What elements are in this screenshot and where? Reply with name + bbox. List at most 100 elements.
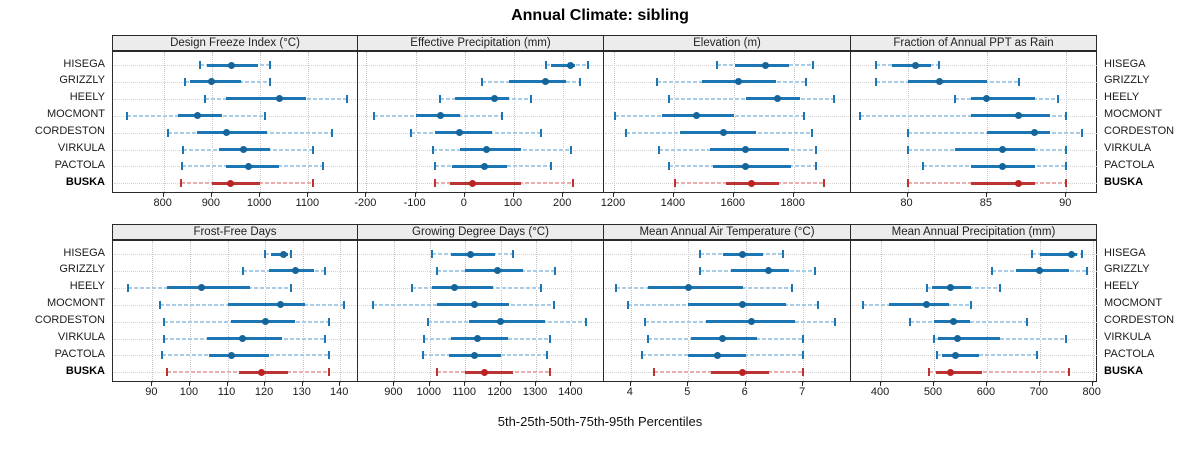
- axis-tick: [226, 382, 228, 386]
- whisker-cap-low: [421, 351, 424, 360]
- median-dot: [497, 318, 505, 326]
- axis-tick-label: -100: [403, 197, 426, 209]
- gridline: [745, 241, 747, 383]
- median-dot: [922, 301, 930, 309]
- gridline: [688, 241, 690, 383]
- whisker-cap-low: [641, 351, 644, 360]
- station-label-right-cordeston: CORDESTON: [1104, 314, 1175, 327]
- whisker-cap-low: [372, 111, 375, 120]
- whisker-cap-high: [804, 77, 807, 86]
- whisker-range: [934, 337, 1067, 340]
- median-dot: [244, 162, 252, 170]
- whisker-cap-low: [241, 266, 244, 275]
- whisker-cap-high: [833, 317, 836, 326]
- axis-tick: [463, 193, 465, 197]
- whisker-cap-low: [954, 94, 957, 103]
- axis-tick: [1065, 193, 1067, 197]
- row-guide-line: [114, 254, 358, 255]
- median-dot: [1036, 267, 1044, 275]
- axis-tick-label: 100: [503, 197, 523, 209]
- median-dot: [275, 95, 283, 103]
- axis-tick: [188, 382, 190, 386]
- iqr-bar: [459, 148, 522, 151]
- iqr-bar: [986, 131, 1051, 135]
- axis-tick: [562, 193, 564, 197]
- iqr-bar: [268, 269, 314, 273]
- caption: 5th-25th-50th-75th-95th Percentiles: [497, 414, 703, 429]
- whisker-cap-low: [481, 77, 483, 86]
- gridline: [500, 241, 502, 383]
- median-dot: [291, 267, 299, 275]
- axis-tick: [512, 193, 514, 197]
- axis-tick: [985, 193, 987, 197]
- whisker-cap-low: [656, 77, 659, 86]
- whisker-cap-high: [511, 250, 514, 258]
- station-label-left-pactola: PACTOLA: [54, 347, 105, 360]
- axis-tick: [612, 193, 614, 197]
- row-guide-line: [852, 65, 1097, 66]
- gridline: [630, 241, 632, 383]
- station-label-left-hisega: HISEGA: [63, 246, 105, 259]
- whisker-cap-high: [331, 128, 334, 137]
- median-dot: [542, 78, 550, 86]
- whisker-cap-high: [802, 351, 805, 360]
- station-label-left-hisega: HISEGA: [63, 57, 105, 70]
- whisker-cap-low: [181, 145, 184, 154]
- whisker-cap-high: [1086, 266, 1089, 275]
- whisker-cap-low: [411, 283, 414, 292]
- station-label-left-buska: BUSKA: [65, 175, 105, 188]
- axis-tick-label: 900: [384, 386, 403, 398]
- axis-tick: [906, 193, 908, 197]
- whisker-cap-low: [858, 111, 861, 120]
- median-dot: [197, 284, 205, 292]
- whisker-cap-high: [938, 61, 941, 69]
- whisker-cap-low: [158, 300, 161, 309]
- median-dot: [451, 284, 459, 292]
- median-dot: [276, 301, 284, 309]
- whisker-cap-low: [991, 266, 994, 275]
- iqr-bar: [167, 286, 251, 290]
- iqr-bar: [679, 131, 757, 135]
- whisker-cap-high: [549, 162, 552, 171]
- whisker-cap-low: [1030, 250, 1033, 258]
- axis-tick: [301, 382, 303, 386]
- axis-tick-label: 200: [552, 197, 572, 209]
- axis-tick-label: 90: [145, 386, 158, 398]
- whisker-cap-high: [584, 317, 587, 326]
- median-dot: [739, 368, 747, 376]
- median-dot: [456, 129, 464, 137]
- panel-plot-elevation-m: [603, 51, 851, 194]
- whisker-cap-low: [431, 145, 434, 154]
- whisker-cap-low: [435, 368, 438, 377]
- station-label-right-hisega: HISEGA: [1104, 246, 1146, 259]
- whisker-cap-high: [833, 94, 836, 103]
- whisker-cap-low: [372, 300, 375, 309]
- whisker-cap-high: [1065, 111, 1068, 120]
- whisker-cap-high: [540, 128, 543, 137]
- gridline: [464, 52, 466, 194]
- iqr-bar: [709, 148, 790, 151]
- whisker-cap-high: [552, 300, 555, 309]
- whisker-cap-high: [1081, 128, 1084, 137]
- whisker-cap-high: [327, 351, 330, 360]
- station-label-left-mocmont: MOCMONT: [46, 297, 105, 310]
- whisker-cap-low: [435, 266, 438, 275]
- axis-tick: [393, 382, 395, 386]
- station-label-right-cordeston: CORDESTON: [1104, 125, 1175, 138]
- station-label-right-heely: HEELY: [1104, 91, 1140, 104]
- whisker-cap-low: [162, 317, 165, 326]
- whisker-cap-high: [290, 283, 293, 292]
- median-dot: [951, 351, 959, 359]
- axis-tick-label: 7: [799, 386, 806, 398]
- gridline: [415, 52, 417, 194]
- whisker-cap-high: [1065, 334, 1068, 343]
- median-dot: [481, 368, 489, 376]
- whisker-cap-low: [668, 162, 671, 171]
- whisker-cap-high: [327, 317, 330, 326]
- gridline: [1066, 52, 1068, 194]
- median-dot: [765, 267, 773, 275]
- median-dot: [490, 95, 498, 103]
- whisker-cap-high: [312, 179, 315, 188]
- whisker-cap-high: [549, 368, 552, 377]
- whisker-cap-high: [1067, 368, 1070, 377]
